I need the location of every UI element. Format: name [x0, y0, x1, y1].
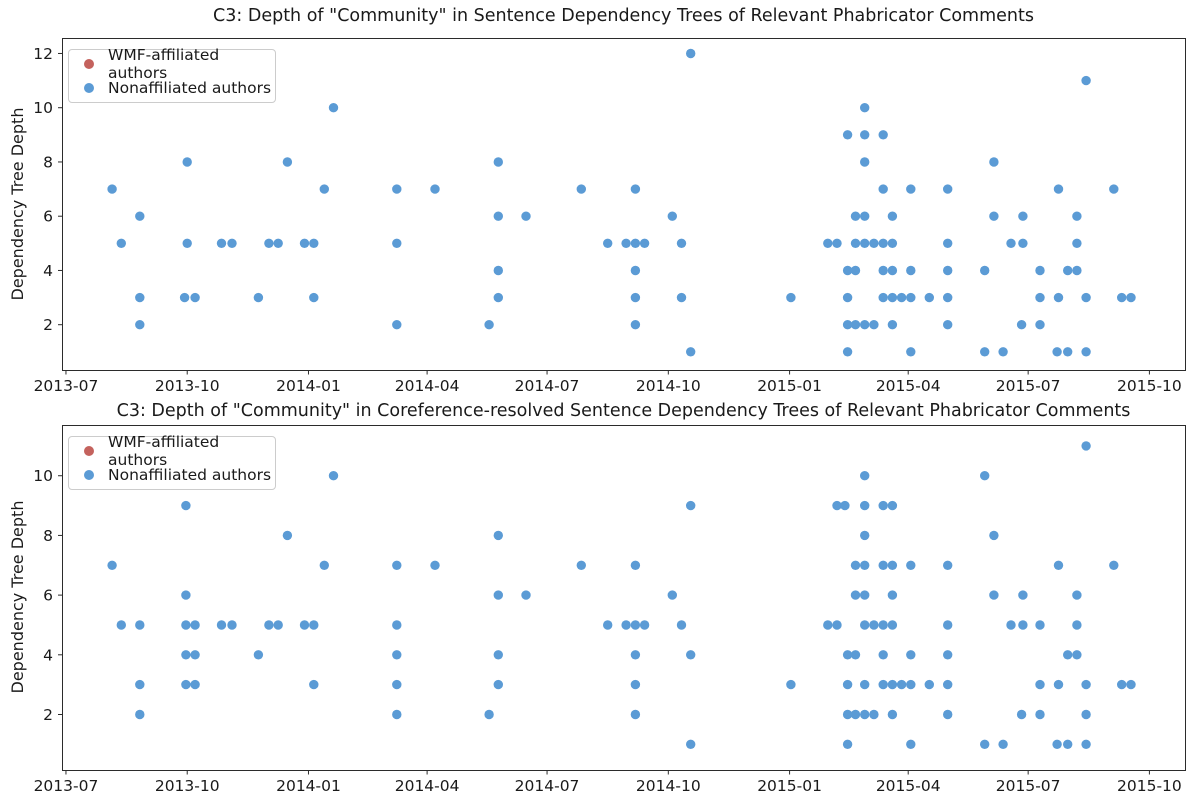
svg-text:2014-10: 2014-10	[636, 377, 701, 395]
chart-title-top: C3: Depth of "Community" in Sentence Dep…	[213, 6, 1034, 26]
svg-text:6: 6	[43, 587, 53, 605]
legend-item-wmf: WMF-affiliated authors	[69, 46, 275, 82]
legend-item-nonaffiliated: Nonaffiliated authors	[69, 76, 275, 100]
svg-text:2: 2	[43, 706, 53, 724]
legend-label-wmf: WMF-affiliated authors	[108, 433, 220, 469]
svg-text:2013-10: 2013-10	[155, 377, 220, 395]
svg-text:2014-07: 2014-07	[515, 777, 580, 795]
scatter-plot-bottom: 2 4 6 8 10 2013-07 2013-10 2014-01 2014-04 2014-0…	[33, 425, 1186, 795]
nonaffiliated-marker-icon	[84, 83, 94, 93]
svg-text:8: 8	[43, 153, 53, 171]
svg-text:2013-07: 2013-07	[34, 777, 99, 795]
svg-text:2013-10: 2013-10	[155, 777, 220, 795]
svg-text:2015-04: 2015-04	[876, 377, 941, 395]
svg-text:2015-01: 2015-01	[757, 777, 822, 795]
wmf-marker-icon	[84, 446, 94, 456]
svg-text:2013-07: 2013-07	[34, 377, 99, 395]
svg-text:2: 2	[43, 316, 53, 334]
svg-text:2015-01: 2015-01	[757, 377, 822, 395]
svg-text:4: 4	[43, 262, 53, 280]
svg-text:8: 8	[43, 527, 53, 545]
legend-top: WMF-affiliated authors Nonaffiliated aut…	[68, 46, 276, 103]
svg-text:4: 4	[43, 646, 53, 664]
legend-item-nonaffiliated: Nonaffiliated authors	[69, 463, 275, 487]
wmf-marker-icon	[84, 59, 94, 69]
legend-label-wmf: WMF-affiliated authors	[108, 46, 220, 82]
svg-text:10: 10	[33, 467, 53, 485]
svg-text:2014-04: 2014-04	[395, 377, 460, 395]
svg-text:2015-10: 2015-10	[1117, 777, 1182, 795]
svg-text:2015-07: 2015-07	[996, 777, 1061, 795]
svg-text:2015-10: 2015-10	[1117, 377, 1182, 395]
legend-label-nonaffiliated: Nonaffiliated authors	[108, 79, 272, 97]
legend-bottom: WMF-affiliated authors Nonaffiliated aut…	[68, 433, 276, 490]
legend-item-wmf: WMF-affiliated authors	[69, 433, 275, 469]
svg-text:12: 12	[33, 45, 53, 63]
chart-title-bottom: C3: Depth of "Community" in Coreference-…	[116, 401, 1131, 421]
svg-text:2015-07: 2015-07	[996, 377, 1061, 395]
svg-text:2014-01: 2014-01	[276, 777, 341, 795]
svg-text:6: 6	[43, 208, 53, 226]
svg-text:2014-01: 2014-01	[276, 377, 341, 395]
nonaffiliated-marker-icon	[84, 470, 94, 480]
svg-text:10: 10	[33, 99, 53, 117]
svg-text:2014-04: 2014-04	[395, 777, 460, 795]
svg-text:2015-04: 2015-04	[876, 777, 941, 795]
legend-label-nonaffiliated: Nonaffiliated authors	[108, 466, 272, 484]
svg-text:2014-07: 2014-07	[515, 377, 580, 395]
svg-text:2014-10: 2014-10	[636, 777, 701, 795]
